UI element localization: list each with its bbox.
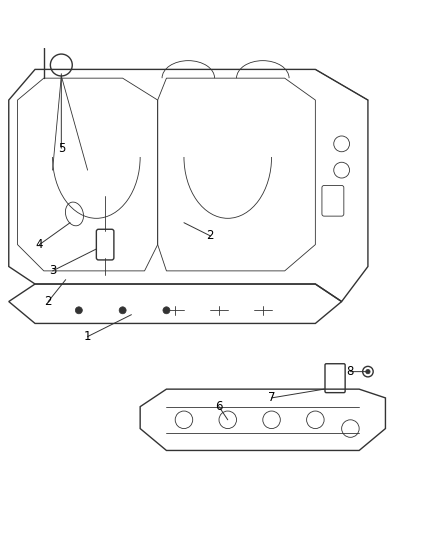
Text: 5: 5 xyxy=(58,142,65,155)
Text: 7: 7 xyxy=(268,391,276,405)
Text: 3: 3 xyxy=(49,264,56,277)
Circle shape xyxy=(163,307,170,314)
Text: 2: 2 xyxy=(206,229,214,243)
Circle shape xyxy=(366,369,370,374)
Circle shape xyxy=(75,307,82,314)
Text: 2: 2 xyxy=(44,295,52,308)
Circle shape xyxy=(119,307,126,314)
Text: 8: 8 xyxy=(347,365,354,378)
Text: 4: 4 xyxy=(35,238,43,251)
Text: 6: 6 xyxy=(215,400,223,413)
Text: 1: 1 xyxy=(84,330,92,343)
